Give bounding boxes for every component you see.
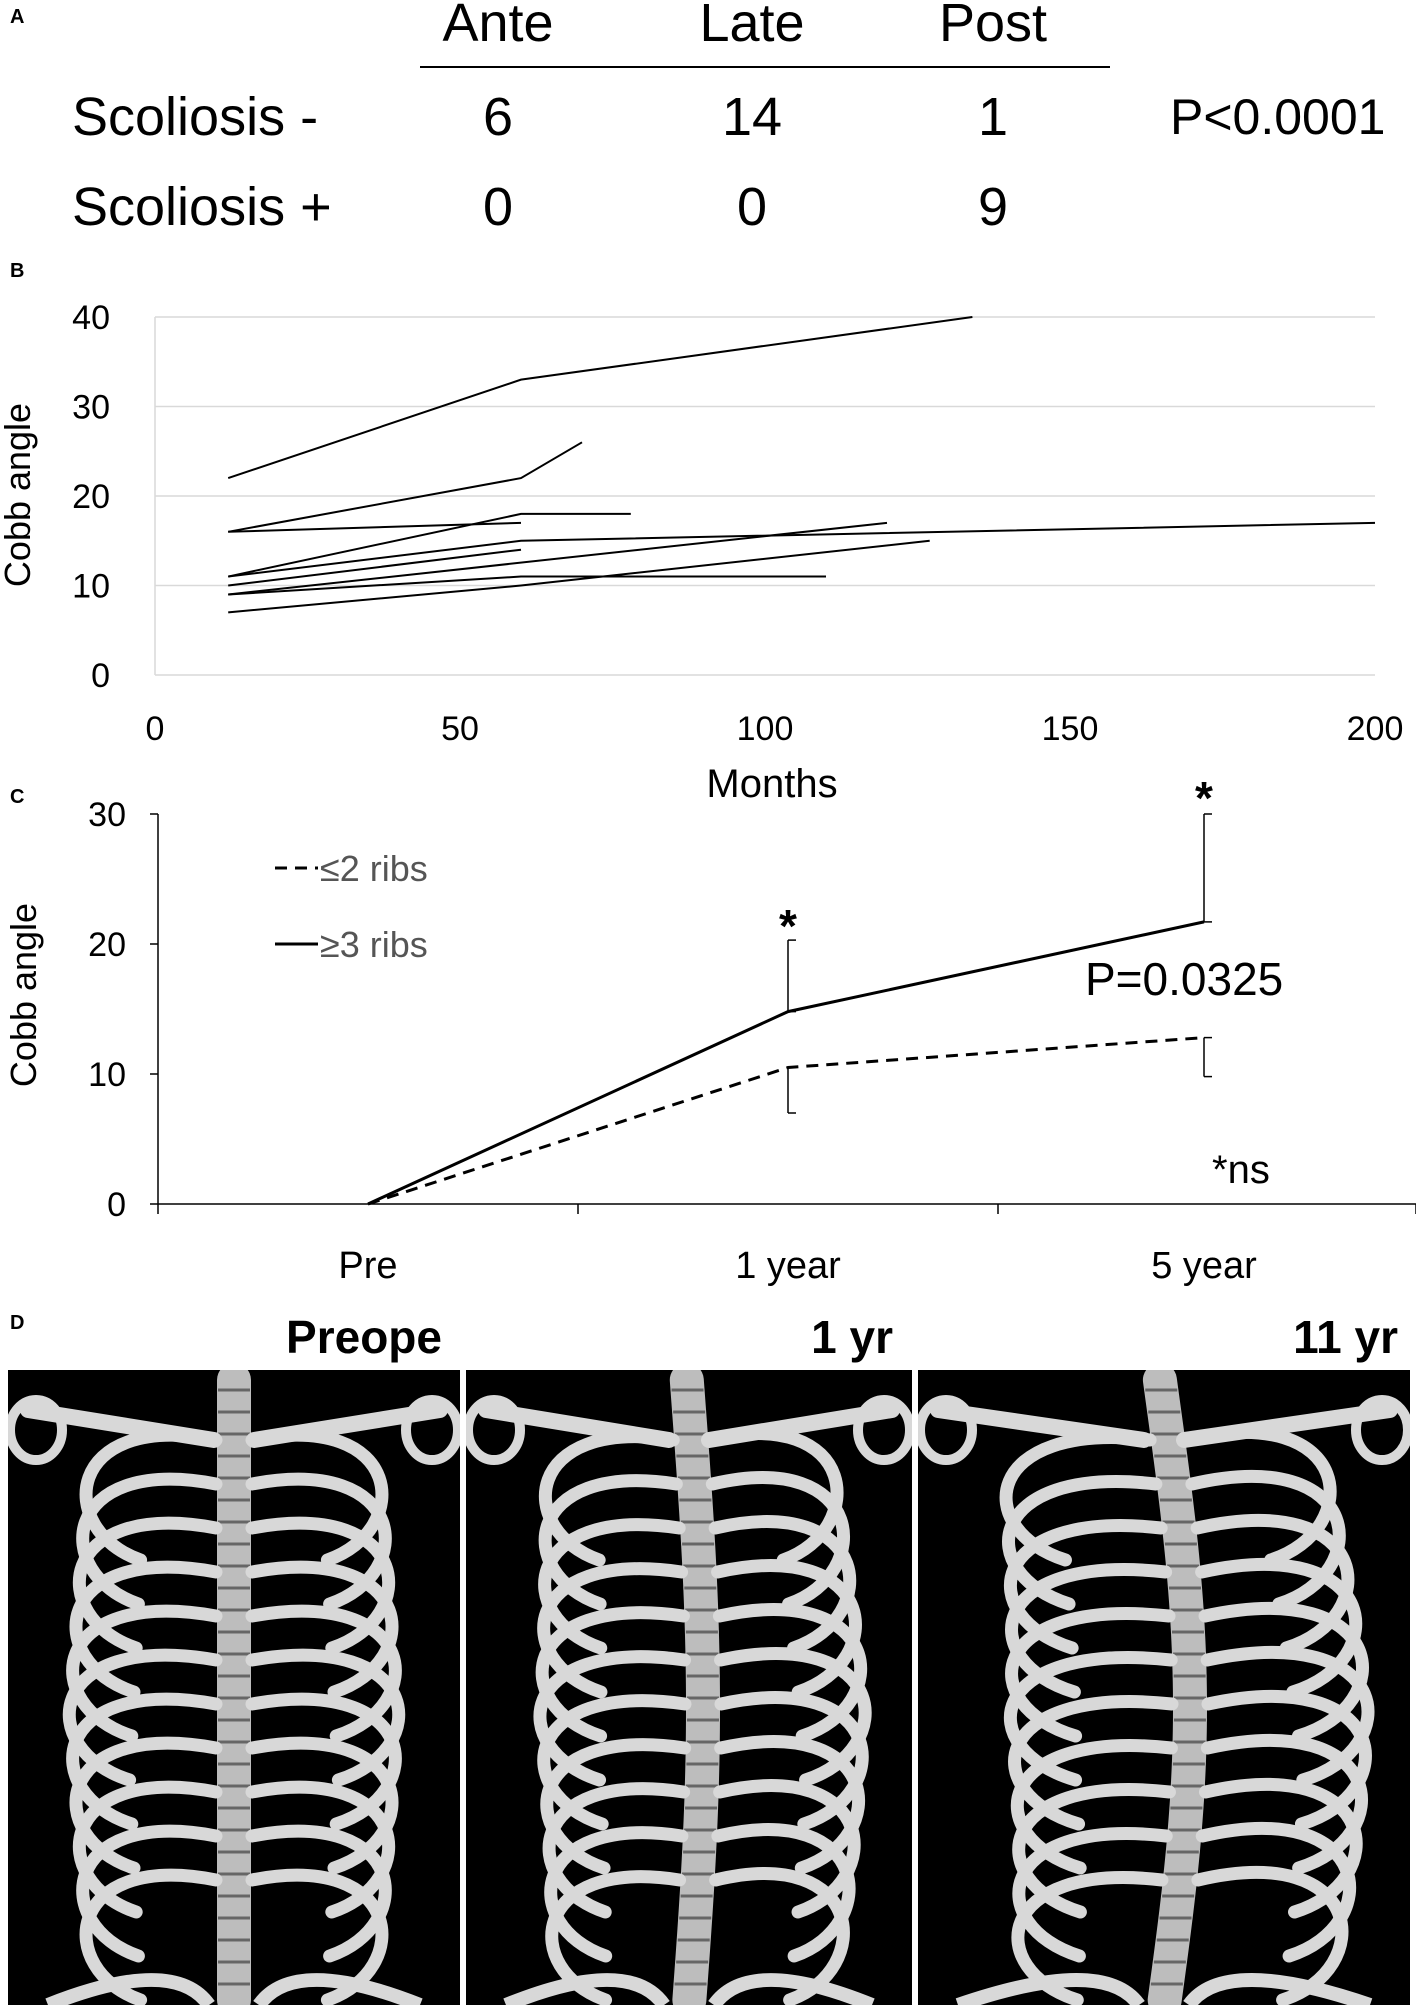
eleven-year-xray-image: [918, 1370, 1410, 2005]
legend-label: ≥3 ribs: [320, 924, 428, 965]
image-title: 1 yr: [811, 1311, 893, 1363]
shoulder-shape: [8, 1395, 67, 1465]
x-tick-label: 50: [441, 710, 479, 748]
y-tick-label: 30: [88, 796, 126, 834]
rib-shape: [76, 1472, 223, 1611]
column-header: Ante: [442, 0, 554, 53]
rib-shape: [1012, 1827, 1173, 1963]
x-category-label: 5 year: [1151, 1245, 1257, 1287]
x-axis-label: Months: [706, 762, 837, 806]
series-ge3-ribs-line: [367, 920, 1205, 1206]
rib-shape: [705, 1471, 850, 1611]
rib-shape: [544, 1826, 689, 1963]
row-label: Scoliosis +: [72, 177, 332, 237]
pelvis-shape: [955, 1973, 1145, 2005]
rib-shape: [245, 1560, 399, 1699]
table-cell: 9: [977, 177, 1009, 237]
row-label: Scoliosis -: [72, 87, 319, 147]
image-title: 11 yr: [1293, 1311, 1398, 1363]
table-cell: 0: [482, 177, 514, 237]
x-tick-label: 150: [1042, 710, 1099, 748]
rib-shape: [72, 1516, 223, 1655]
x-tick-label: 100: [737, 710, 794, 748]
spine-shape: [669, 1370, 720, 2005]
patient-line: [228, 521, 1376, 578]
pelvis-shape: [708, 1973, 875, 2005]
rib-shape: [1198, 1601, 1369, 1743]
rib-shape: [708, 1515, 857, 1655]
y-axis-label: Cobb angle: [3, 903, 44, 1087]
rib-shape: [245, 1472, 392, 1611]
patient-line: [228, 441, 583, 533]
panel-label-a: A: [10, 6, 25, 28]
shoulder-shape: [1351, 1395, 1410, 1465]
y-tick-label: 30: [72, 389, 110, 427]
series-le2-ribs-line: [367, 1036, 1205, 1206]
rib-shape: [1185, 1469, 1346, 1611]
patient-line: [228, 539, 930, 614]
table-cell: 6: [482, 87, 514, 147]
image-title: Preope: [286, 1311, 442, 1363]
panel-label-b: B: [10, 260, 25, 282]
p-value-annotation: P=0.0325: [1085, 953, 1283, 1005]
x-category-label: Pre: [338, 1245, 397, 1287]
rib-shape: [1195, 1557, 1363, 1699]
patient-line: [227, 316, 973, 480]
table-cell: 14: [721, 87, 783, 147]
pelvis-shape: [1183, 1973, 1373, 2005]
rib-shape: [712, 1603, 868, 1743]
preop-xray-image: [8, 1370, 460, 2005]
y-tick-label: 0: [91, 657, 110, 695]
y-tick-label: 20: [72, 478, 110, 516]
column-header: Post: [938, 0, 1048, 53]
panel-label-d: D: [10, 1312, 25, 1334]
p-value: P<0.0001: [1170, 89, 1386, 145]
x-tick-label: 200: [1347, 710, 1404, 748]
cobb-angle-vs-months-chart: 0 10 20 30 40 0 50 100 150 200 Months Cobb angle: [0, 299, 1404, 806]
one-year-xray-image: [466, 1370, 912, 2005]
y-axis-label: Cobb angle: [0, 403, 38, 587]
rib-shape: [245, 1824, 392, 1963]
shoulder-shape: [853, 1395, 912, 1465]
cobb-angle-by-ribs-chart: 0 10 20 30 Pre 1 year 5 year Cobb angle ≤2 ri…: [3, 780, 1416, 1287]
rib-shape: [1190, 1513, 1355, 1655]
patient-line: [228, 548, 522, 587]
rib-shape: [711, 1559, 862, 1699]
patient-line: [227, 512, 631, 578]
patient-line: [228, 575, 826, 596]
panel-label-c: C: [10, 786, 25, 808]
rib-shape: [76, 1824, 223, 1963]
table-cell: 1: [977, 87, 1009, 147]
significance-star: *: [779, 900, 797, 952]
legend-label: ≤2 ribs: [320, 848, 428, 889]
pelvis-shape: [253, 1973, 423, 2005]
pelvis-shape: [45, 1973, 215, 2005]
y-tick-label: 10: [88, 1056, 126, 1094]
y-tick-label: 20: [88, 926, 126, 964]
y-tick-label: 40: [72, 299, 110, 337]
ns-annotation: *ns: [1212, 1148, 1270, 1192]
rib-shape: [1195, 1821, 1356, 1963]
column-header: Late: [699, 0, 805, 53]
significance-star: *: [1195, 780, 1213, 824]
table-cell: 0: [736, 177, 768, 237]
shoulder-shape: [466, 1395, 525, 1465]
x-tick-label: 0: [146, 710, 165, 748]
rib-shape: [711, 1823, 856, 1963]
shoulder-shape: [401, 1395, 460, 1465]
y-tick-label: 0: [107, 1186, 126, 1224]
y-tick-label: 10: [72, 568, 110, 606]
rib-shape: [245, 1516, 396, 1655]
x-category-label: 1 year: [735, 1245, 841, 1287]
header-rule: [420, 66, 1110, 68]
pelvis-shape: [503, 1973, 670, 2005]
rib-shape: [69, 1560, 223, 1699]
shoulder-shape: [918, 1395, 977, 1465]
patient-line: [228, 521, 888, 596]
